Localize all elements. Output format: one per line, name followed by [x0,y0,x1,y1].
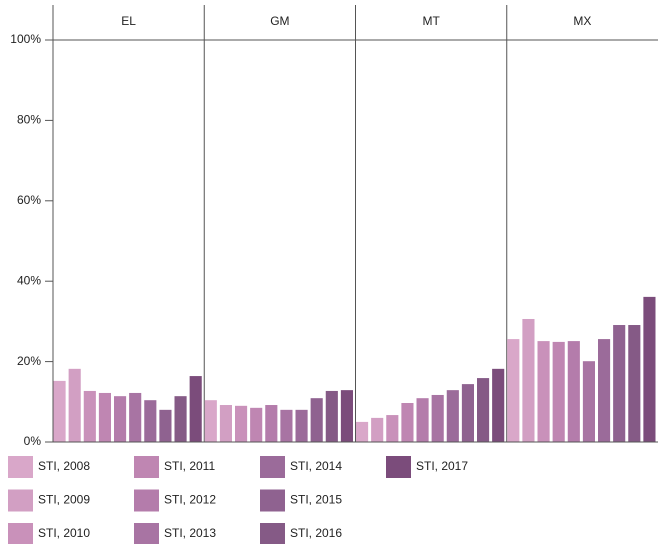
legend-swatch [134,523,159,544]
bar [582,361,595,442]
legend-label: STI, 2014 [290,459,342,473]
bar [114,396,127,442]
y-tick-label: 80% [17,113,41,127]
bar [522,318,535,442]
bar [129,392,142,442]
bar [310,398,323,442]
legend-swatch [260,456,285,478]
bar [250,407,263,442]
bar [507,339,520,442]
legend-swatch [8,523,33,544]
panel-label: MX [573,14,591,28]
legend-label: STI, 2009 [38,493,90,507]
bar [204,400,217,442]
y-tick-label: 20% [17,354,41,368]
bar [446,390,459,442]
bar [235,405,248,442]
bar [643,296,656,442]
legend-label: STI, 2016 [290,526,342,540]
bar [386,415,399,442]
bar [356,421,369,442]
legend-swatch [260,523,285,544]
bar [567,341,580,442]
bar [552,341,565,442]
bar [461,384,474,442]
panel-label: MT [422,14,440,28]
bar [628,325,641,442]
y-tick-label: 40% [17,273,41,287]
y-tick-label: 100% [10,32,41,46]
bar [295,409,308,442]
bar [325,390,338,442]
legend-label: STI, 2010 [38,526,90,540]
legend-swatch [386,456,411,478]
bar [492,368,505,442]
panel-label: GM [270,14,289,28]
legend-label: STI, 2011 [164,459,215,473]
bar [598,339,611,442]
bar [477,378,490,442]
bar [371,417,384,442]
bar [219,405,232,442]
bar [189,376,202,442]
bar [431,394,444,442]
y-tick-label: 0% [24,434,42,448]
legend-label: STI, 2017 [416,459,468,473]
legend-swatch [134,489,159,512]
legend-swatch [8,456,33,478]
bar [144,400,157,442]
bar [416,398,429,442]
bar [159,409,172,442]
legend-label: STI, 2008 [38,459,90,473]
bar [401,403,414,442]
bar [83,390,96,442]
bar [613,325,626,442]
bar [265,405,278,442]
bar [340,390,353,442]
y-tick-label: 60% [17,193,41,207]
panel-label: EL [121,14,136,28]
legend-label: STI, 2015 [290,493,342,507]
bar [68,368,81,442]
bar [537,341,550,442]
bar [280,409,293,442]
bar [98,392,111,442]
bar [53,380,66,442]
legend-label: STI, 2012 [164,493,216,507]
legend-label: STI, 2013 [164,526,216,540]
legend-swatch [8,489,33,512]
legend-swatch [260,489,285,512]
legend-swatch [134,456,159,478]
bar [174,396,187,442]
